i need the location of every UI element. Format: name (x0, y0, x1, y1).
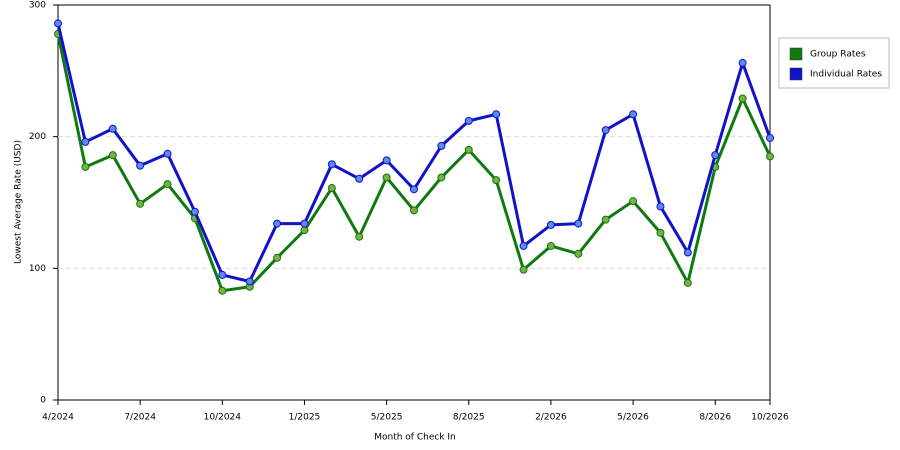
data-point (437, 141, 446, 150)
data-point (245, 277, 254, 286)
data-point (273, 219, 282, 228)
data-point (136, 161, 145, 170)
data-point (683, 278, 692, 287)
data-point (546, 220, 555, 229)
data-point (601, 215, 610, 224)
y-tick-label: 0 (40, 396, 46, 406)
data-point (190, 207, 199, 216)
data-point (546, 241, 555, 250)
data-point (656, 228, 665, 237)
data-point (464, 145, 473, 154)
data-point (738, 58, 747, 67)
data-point (492, 176, 501, 185)
data-point (629, 110, 638, 119)
data-point (437, 173, 446, 182)
data-point (410, 206, 418, 215)
x-tick-label: 10/2024 (204, 413, 242, 423)
legend-box (778, 37, 890, 89)
y-tick-label: 100 (29, 264, 46, 274)
x-tick-label: 5/2025 (371, 413, 403, 423)
x-axis-label: Month of Check In (374, 433, 456, 443)
legend-swatch (789, 67, 803, 81)
data-point (163, 180, 172, 189)
x-tick-label: 5/2026 (617, 413, 649, 423)
series-line (56, 33, 772, 293)
data-point (656, 202, 665, 211)
data-point (327, 184, 336, 193)
data-point (327, 160, 336, 169)
data-point (218, 270, 227, 279)
data-point (163, 149, 172, 158)
data-point (382, 156, 391, 165)
data-point (355, 174, 364, 183)
x-tick-label: 8/2025 (453, 413, 485, 423)
data-point (574, 249, 583, 258)
y-tick-label: 300 (29, 1, 46, 11)
data-point (492, 110, 501, 119)
data-point (355, 232, 364, 241)
data-point (108, 151, 117, 160)
x-tick-label: 4/2024 (42, 413, 74, 423)
x-tick-label: 7/2024 (124, 413, 156, 423)
data-point (300, 226, 309, 235)
data-point (629, 197, 638, 206)
x-tick-label: 1/2025 (289, 413, 321, 423)
data-point (136, 199, 145, 208)
legend-swatch (789, 47, 803, 61)
data-point (108, 124, 117, 133)
data-point (410, 185, 418, 194)
legend-label: Group Rates (810, 50, 866, 60)
x-tick-label: 2/2026 (535, 413, 567, 423)
data-point (683, 248, 692, 257)
data-point (574, 219, 583, 228)
data-point (766, 133, 774, 142)
data-point (711, 151, 720, 160)
plot-frame (57, 4, 771, 401)
legend-label: Individual Rates (810, 70, 882, 80)
data-point (300, 219, 309, 228)
data-point (766, 152, 774, 161)
data-point (738, 94, 747, 103)
data-point (81, 162, 90, 171)
data-point (273, 253, 282, 262)
data-point (218, 286, 227, 295)
data-point (464, 116, 473, 125)
data-point (601, 126, 610, 135)
x-tick-label: 8/2026 (699, 413, 731, 423)
data-point (54, 19, 62, 28)
y-axis-label: Lowest Average Rate (USD) (14, 140, 24, 264)
y-tick-label: 200 (29, 132, 46, 142)
data-point (519, 241, 528, 250)
data-point (382, 173, 391, 182)
data-point (519, 265, 528, 274)
x-tick-label: 10/2026 (751, 413, 789, 423)
data-point (81, 137, 90, 146)
